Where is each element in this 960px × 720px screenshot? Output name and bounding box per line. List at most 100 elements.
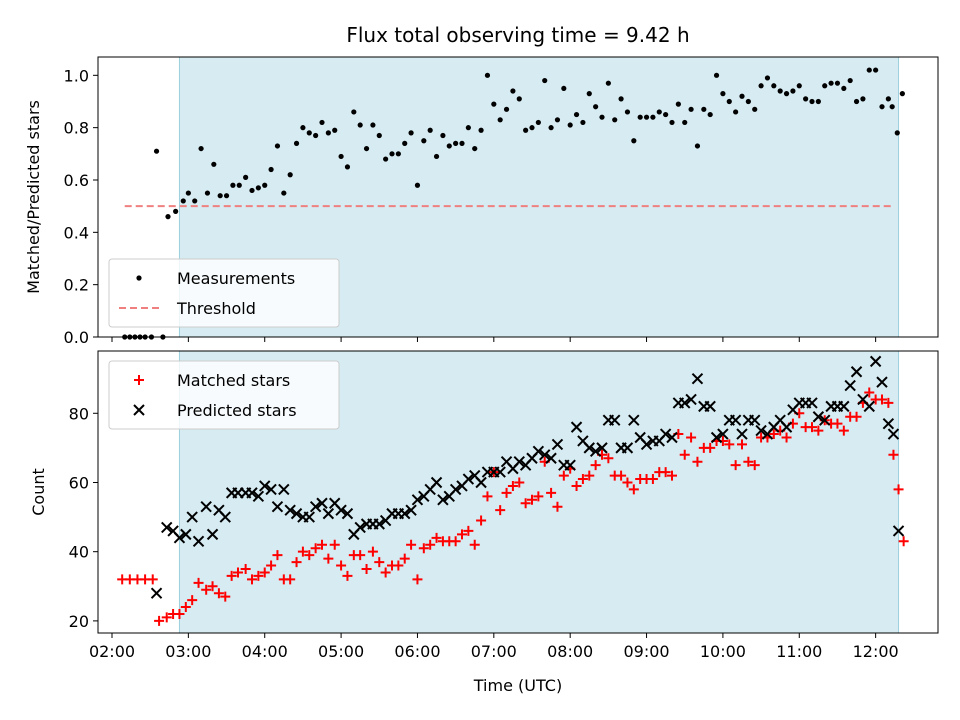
matched-star-point — [501, 487, 512, 498]
predicted-star-point — [717, 428, 729, 440]
matched-star-point — [161, 612, 172, 623]
predicted-star-point — [192, 535, 205, 548]
measurement-point — [796, 83, 802, 89]
measurement-point — [624, 109, 631, 115]
y-tick-label: 0.0 — [64, 328, 89, 347]
measurement-point — [682, 119, 688, 126]
predicted-star-point — [710, 431, 723, 444]
measurement-point — [484, 72, 491, 78]
matched-star-point — [667, 470, 677, 481]
x-tick-label: 04:00 — [242, 642, 288, 661]
predicted-star-point — [265, 483, 277, 496]
measurement-point — [319, 119, 325, 126]
predicted-star-point — [206, 528, 219, 541]
measurement-point — [764, 75, 771, 81]
matched-star-point — [851, 411, 862, 422]
measurement-point — [332, 127, 338, 133]
predicted-star-point — [882, 417, 895, 430]
measurement-point — [465, 125, 471, 131]
matched-star-point — [768, 429, 779, 440]
matched-star-point — [174, 608, 185, 619]
measurement-point — [663, 111, 669, 118]
y-tick-label: 80 — [69, 404, 89, 423]
measurement-point — [822, 83, 828, 89]
measurement-point — [165, 214, 171, 220]
measurement-point — [535, 119, 541, 126]
matched-star-point — [226, 570, 237, 581]
measurement-point — [510, 88, 516, 94]
predicted-star-point — [462, 473, 475, 485]
matched-star-point — [679, 449, 690, 460]
measurement-point — [198, 145, 204, 152]
measurement-point — [180, 198, 186, 204]
y-tick-label: 40 — [69, 543, 89, 562]
measurement-point — [192, 198, 198, 204]
measurement-point — [701, 106, 707, 112]
predicted-star-point — [180, 528, 192, 541]
matched-star-point — [285, 574, 296, 585]
matched-star-point — [552, 501, 563, 512]
measurement-point — [860, 96, 866, 102]
matched-star-point — [476, 515, 487, 526]
x-tick-label: 12:00 — [853, 642, 899, 661]
predicted-star-point — [679, 397, 691, 409]
measurement-point — [803, 96, 809, 102]
measurement-point — [363, 145, 370, 152]
axes-frame — [97, 350, 939, 634]
matched-star-point — [266, 560, 277, 571]
measurement-point — [752, 106, 758, 112]
measurement-point — [173, 208, 179, 214]
measurement-point — [300, 125, 306, 131]
predicted-star-point — [341, 507, 354, 520]
matched-star-point — [705, 442, 716, 453]
legend: Matched stars Predicted stars — [108, 360, 340, 430]
measurement-point — [815, 98, 821, 105]
matched-star-point — [616, 470, 627, 481]
measurement-point — [306, 130, 312, 136]
measurement-point — [357, 122, 363, 128]
predicted-star-point — [354, 521, 366, 534]
predicted-star-point — [596, 442, 608, 454]
matched-star-point — [355, 550, 366, 561]
matched-star-point — [603, 453, 614, 464]
matched-star-point — [323, 553, 334, 564]
matched-star-point — [520, 498, 531, 509]
matched-star-point — [864, 387, 875, 398]
measurement-point — [726, 98, 732, 105]
matched-star-point — [207, 581, 218, 592]
x-tick-label: 11:00 — [776, 642, 822, 661]
matched-star-point — [220, 591, 231, 602]
measurement-point — [899, 91, 905, 97]
measurement-point — [230, 182, 236, 188]
measurement-point — [440, 132, 446, 139]
matched-star-point — [469, 539, 480, 550]
measurement-point — [389, 151, 395, 157]
measurement-point — [408, 130, 414, 136]
measurement-point — [446, 143, 452, 149]
legend: Measurements Threshold — [108, 258, 340, 328]
y-tick-label: 20 — [69, 612, 89, 631]
matched-star-point — [247, 574, 257, 585]
matched-star-point — [807, 422, 817, 433]
matched-star-point — [367, 546, 378, 557]
matched-star-point — [838, 425, 849, 436]
matched-star-point — [813, 425, 824, 436]
measurement-point — [268, 166, 274, 173]
predicted-star-point — [437, 494, 449, 506]
measurement-point — [293, 140, 300, 146]
predicted-star-point — [252, 490, 265, 503]
matched-star-point — [425, 539, 436, 550]
measurement-point — [414, 182, 421, 188]
matched-star-point — [154, 615, 165, 626]
y-tick-label: 0.2 — [64, 276, 89, 295]
measurement-point — [523, 127, 529, 133]
measurement-point — [669, 119, 675, 126]
predicted-star-point — [173, 532, 186, 544]
matched-star-point — [450, 536, 461, 547]
predicted-star-point — [246, 487, 258, 499]
x-tick-label: 02:00 — [89, 642, 135, 661]
measurement-point — [497, 117, 503, 123]
predicted-star-point — [551, 438, 564, 451]
measurement-point — [453, 140, 459, 146]
